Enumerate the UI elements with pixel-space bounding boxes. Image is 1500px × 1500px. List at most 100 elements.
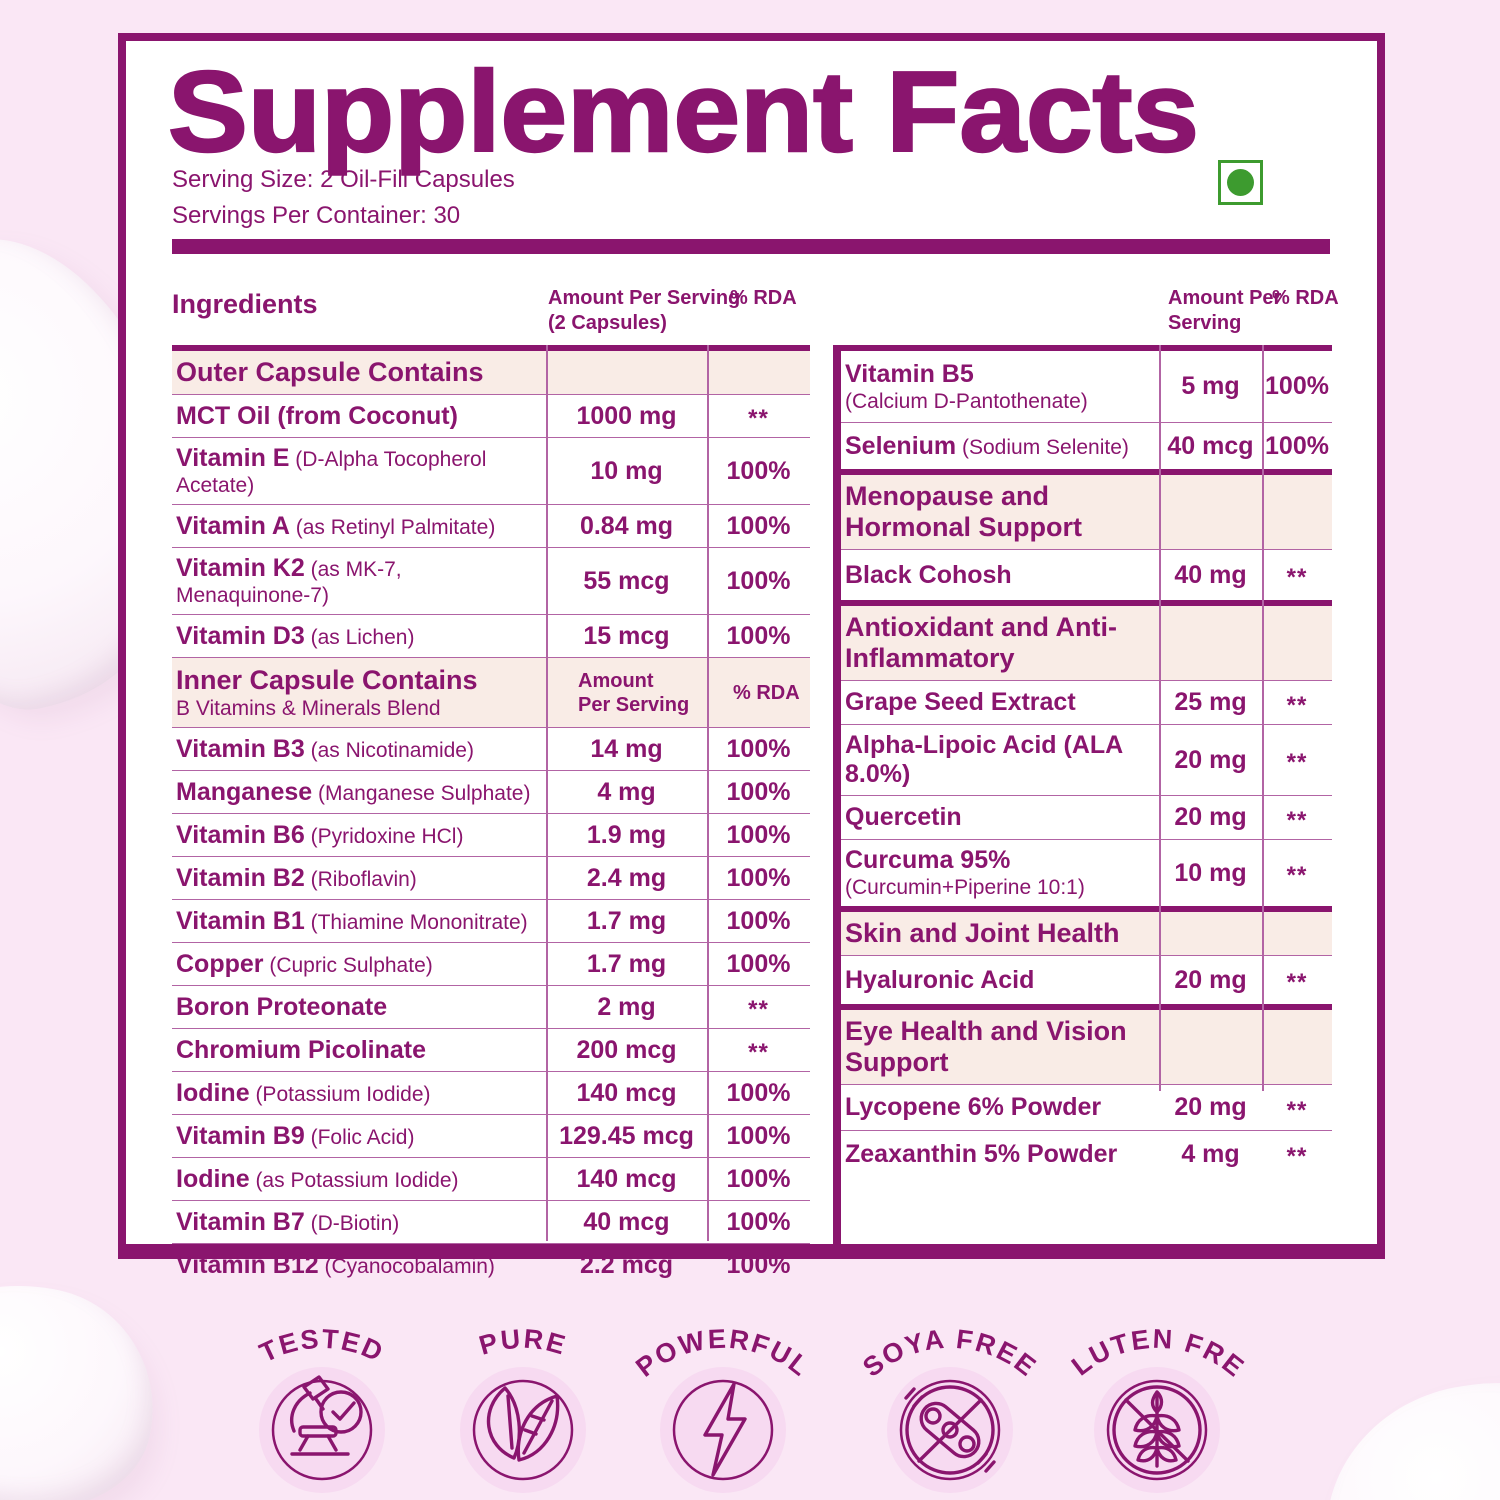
ingredient-cell: Vitamin A (as Retinyl Palmitate) [172,506,546,547]
rda-cell: 100% [1265,431,1329,460]
ingredient-name: Vitamin A [176,511,290,540]
section-title: Outer Capsule Contains [176,357,484,387]
amount-cell: 20 mg [1174,803,1247,831]
section-row: Outer Capsule Contains [172,351,810,395]
ingredient-source: (as Retinyl Palmitate) [289,515,496,539]
ingredient-cell: Alpha-Lipoic Acid (ALA 8.0%) [841,725,1159,795]
rda-cell [707,351,810,394]
ingredient-source: (as Potassium Iodide) [249,1168,459,1192]
rda-cell: 100% [726,1164,791,1193]
badge-powerful: POWERFUL [623,1303,823,1500]
rda-cell: ** [1262,681,1332,724]
badge-tested: TESTED [222,1303,422,1500]
amount-cell: 2.2 mcg [579,1251,674,1279]
servings-per-container-text: Servings Per Container: 30 [172,202,461,229]
ingredient-source: (Sodium Selenite) [956,435,1129,459]
rda-cell: 100% [726,566,791,595]
amount-cell [1159,912,1262,955]
amount-cell: 0.84 mg [579,511,674,540]
amount-cell: 10 mg [1174,858,1247,887]
right-table-left-border [833,345,841,1244]
ingredient-cell: Menopause and Hormonal Support [841,475,1159,549]
amount-cell: 40 mcg [583,1207,670,1236]
section-title: Inner Capsule Contains [176,664,478,695]
ingredient-name: Black Cohosh [845,560,1012,589]
amount-cell [1159,475,1262,549]
ingredient-row: Vitamin B7 (D-Biotin) 40 mcg 100% [172,1201,810,1244]
ingredient-cell: Antioxidant and Anti-Inflammatory [841,606,1159,680]
ingredient-row: Quercetin 20 mg ** [841,796,1332,840]
ingredient-row: MCT Oil (from Coconut) 1000 mg ** [172,395,810,438]
ingredient-name: Copper [176,949,264,978]
ingredient-source: (as Nicotinamide) [304,738,474,762]
ingredient-row: Vitamin B9 (Folic Acid) 129.45 mcg 100% [172,1115,810,1158]
rda-cell: ** [1262,796,1332,839]
rda-asterisks: ** [748,996,769,1023]
rda-cell: ** [1262,550,1332,600]
ingredient-row: Vitamin B3 (as Nicotinamide) 14 mg 100% [172,728,810,771]
ingredient-row: Vitamin B1 (Thiamine Mononitrate) 1.7 mg 1… [172,900,810,943]
microscope-icon: TESTED [255,1324,387,1493]
section-row: Antioxidant and Anti-Inflammatory [841,600,1332,681]
amount-cell: 40 mcg [1167,431,1254,460]
ingredient-row: Vitamin K2 (as MK-7, Menaquinone-7) 55 mc… [172,548,810,615]
ingredient-row: Manganese (Manganese Sulphate) 4 mg 100% [172,771,810,814]
amount-cell: 140 mcg [576,1078,677,1107]
section-row: Eye Health and Vision Support [841,1004,1332,1085]
right-ingredients-table: Vitamin B5 (Calcium D-Pantothenate) 5 mg 10… [841,345,1332,1177]
amount-cell: 14 mg [590,734,663,763]
ingredient-source: (Curcumin+Piperine 10:1) [845,876,1085,899]
rda-cell: 100% [726,621,791,650]
amount-cell: 5 mg [1181,372,1240,400]
rda-asterisks: ** [1286,969,1308,996]
ingredient-name: Vitamin B6 [176,820,305,849]
ingredient-name: Lycopene 6% Powder [845,1093,1102,1121]
left-table-ingredients-header: Ingredients [172,289,318,319]
ingredient-row: Vitamin B6 (Pyridoxine HCl) 1.9 mg 100% [172,814,810,857]
rda-cell: 100% [726,820,791,849]
ingredient-name: Curcuma 95% [845,846,1011,874]
ingredient-cell: Hyaluronic Acid [841,960,1159,1001]
ingredient-name: Chromium Picolinate [176,1035,427,1064]
amount-cell: 1.9 mg [586,820,667,849]
rda-cell: 100% [726,456,791,485]
rda-asterisks: ** [1286,1096,1308,1124]
ingredient-row: Curcuma 95% (Curcumin+Piperine 10:1) 10 mg… [841,840,1332,906]
ingredient-source: (Thiamine Mononitrate) [304,910,528,934]
ingredient-cell: Vitamin B2 (Riboflavin) [172,858,546,899]
page-title: Supplement Facts [167,48,1200,177]
amount-cell: 200 mcg [576,1035,677,1064]
rda-cell [1262,1010,1332,1084]
ingredient-cell: Vitamin E (D-Alpha Tocopherol Acetate) [172,438,546,504]
amount-cell: 20 mg [1174,965,1247,994]
ingredient-name: Iodine [176,1164,250,1193]
ingredient-row: Boron Proteonate 2 mg ** [172,986,810,1029]
ingredient-cell: Inner Capsule Contains B Vitamins & Miner… [172,659,546,727]
ingredient-source: (Potassium Iodide) [249,1082,431,1106]
ingredient-row: Chromium Picolinate 200 mcg ** [172,1029,810,1072]
ingredient-row: Vitamin B5 (Calcium D-Pantothenate) 5 mg 10… [841,351,1332,423]
rda-cell: 100% [726,1078,791,1107]
amount-cell: 55 mcg [583,566,670,595]
rda-cell: ** [707,1029,810,1071]
rda-asterisks: ** [1286,1143,1308,1170]
ingredient-source: (Calcium D-Pantothenate) [845,389,1088,413]
rda-cell: 100% [726,511,791,540]
ingredient-name: Vitamin K2 [176,554,305,582]
ingredient-source: (D-Alpha Tocopherol Acetate) [176,448,487,497]
leaves-icon: PURE [460,1324,586,1493]
left-table-column-divider-2 [707,345,709,1241]
rda-cell: 100% [726,734,791,763]
ingredient-source: (D-Biotin) [304,1211,400,1235]
rda-cell: 100% [726,1207,791,1236]
section-title: Menopause and Hormonal Support [845,481,1082,542]
amount-cell: 129.45 mcg [559,1121,694,1150]
rda-cell: ** [1262,1085,1332,1130]
amount-cell: 4 mg [1181,1139,1240,1168]
amount-cell: 20 mg [1174,1093,1247,1121]
ingredient-name: Zeaxanthin 5% Powder [845,1139,1118,1168]
veg-mark-icon [1218,160,1263,205]
rda-asterisks: ** [748,405,769,432]
ingredient-cell: Selenium (Sodium Selenite) [841,426,1159,467]
ingredient-cell: Vitamin K2 (as MK-7, Menaquinone-7) [172,548,546,614]
